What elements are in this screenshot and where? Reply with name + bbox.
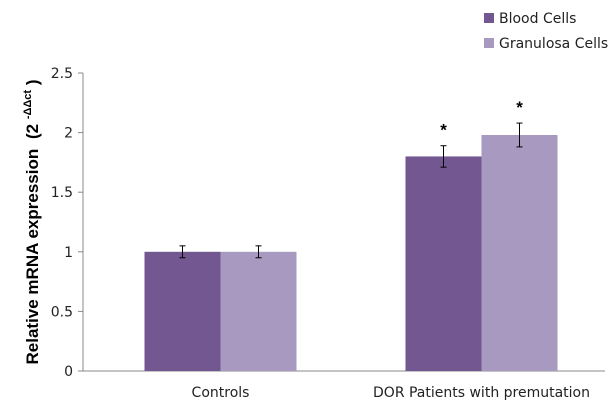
significance-star: *: [440, 121, 447, 140]
y-ticks: 0 0.5 1 1.5 2 2.5: [51, 66, 83, 380]
x-tick-labels: Controls DOR Patients with premutation: [192, 385, 590, 401]
x-tick-label: Controls: [192, 385, 250, 401]
y-axis-label-prefix: (2: [23, 124, 42, 139]
legend-label: Blood Cells: [499, 11, 576, 27]
y-axis-label-superscript: -ΔΔct: [22, 90, 34, 120]
legend: Blood Cells Granulosa Cells: [484, 11, 608, 52]
bar-blood-cells-1: [405, 156, 482, 371]
legend-label: Granulosa Cells: [499, 36, 608, 52]
significance-star: *: [516, 98, 523, 117]
bar-granulosa-cells-0: [220, 251, 297, 371]
y-tick-label: 1.5: [51, 185, 73, 201]
error-bars: [179, 122, 523, 259]
bar-blood-cells-0: [144, 251, 221, 371]
y-axis-label: Relative mRNA expression (2 -ΔΔct ): [16, 80, 42, 365]
bar-granulosa-cells-1: [481, 134, 558, 371]
y-tick-label: 0.5: [51, 304, 73, 320]
significance-markers: **: [440, 98, 523, 140]
legend-swatch: [484, 38, 494, 48]
x-tick-label: DOR Patients with premutation: [373, 385, 590, 401]
y-axis-label-main: Relative mRNA expression: [23, 149, 42, 365]
y-tick-label: 1: [64, 245, 73, 261]
y-axis-label-suffix: ): [23, 80, 42, 86]
y-tick-label: 2: [64, 126, 73, 142]
legend-swatch: [484, 13, 494, 23]
y-tick-label: 0: [64, 364, 73, 380]
y-tick-label: 2.5: [51, 66, 73, 82]
bars: [144, 134, 558, 371]
